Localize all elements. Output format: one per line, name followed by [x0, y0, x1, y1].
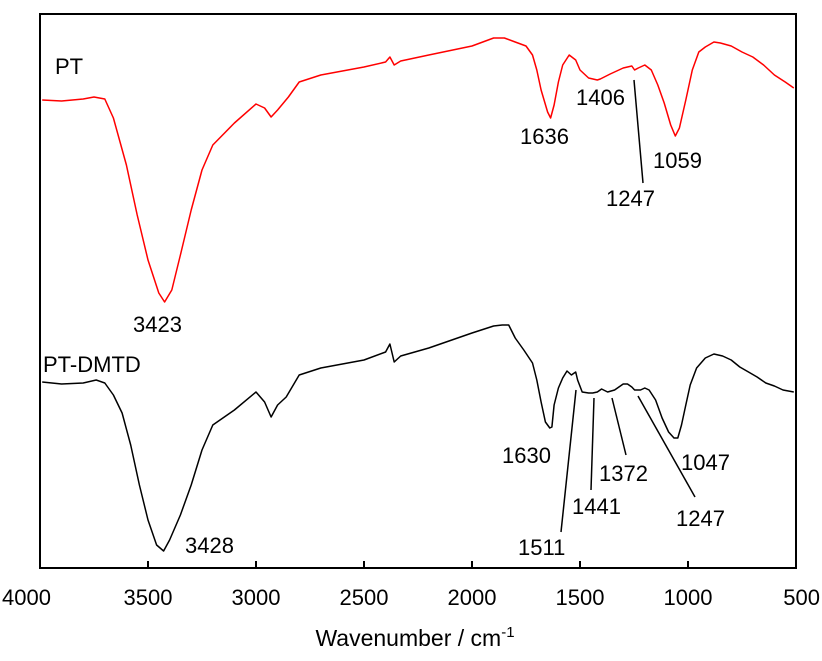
x-tick-label-3000: 3000 [232, 585, 281, 610]
x-tick-label-500: 500 [783, 585, 820, 610]
series-line-pt [42, 37, 795, 303]
plot-frame [39, 13, 797, 569]
peak-label-pt-1636: 1636 [520, 124, 569, 149]
x-tick-label-3500: 3500 [124, 585, 173, 610]
peak-label-pt-3423: 3423 [133, 312, 182, 337]
x-axis-title-text: Wavenumber / cm [315, 625, 501, 651]
peak-label-ptdmtd-1441: 1441 [572, 494, 621, 519]
x-tick-label-1500: 1500 [556, 585, 605, 610]
peak-label-ptdmtd-1247: 1247 [676, 506, 725, 531]
peak-label-pt-1247: 1247 [606, 186, 655, 211]
x-tick-label-1000: 1000 [664, 585, 713, 610]
peak-label-ptdmtd-1047: 1047 [681, 450, 730, 475]
leader-line-ptdmtd-1372 [611, 397, 627, 456]
peak-label-ptdmtd-3428: 3428 [185, 533, 234, 558]
x-axis-title: Wavenumber / cm-1 [315, 624, 514, 651]
leader-line-ptdmtd-1247 [637, 395, 696, 498]
leader-line-ptdmtd-1441 [590, 397, 595, 491]
x-tick-label-2000: 2000 [448, 585, 497, 610]
peak-label-pt-1059: 1059 [653, 148, 702, 173]
leader-line-pt-1247 [633, 79, 644, 184]
peak-label-pt-1406: 1406 [576, 85, 625, 110]
leader-line-ptdmtd-1511 [560, 389, 577, 533]
x-ticks: 4000 3500 3000 2500 2000 1500 1000 500 [2, 561, 820, 610]
peak-label-ptdmtd-1630: 1630 [502, 443, 551, 468]
x-axis-title-superscript: -1 [501, 624, 514, 641]
x-tick-label-2500: 2500 [340, 585, 389, 610]
peak-label-ptdmtd-1372: 1372 [599, 461, 648, 486]
peak-label-ptdmtd-1511: 1511 [518, 535, 565, 560]
series-label-pt-dmtd: PT-DMTD [43, 352, 141, 377]
series-line-pt-dmtd [42, 324, 794, 552]
x-tick-label-4000: 4000 [2, 585, 51, 610]
series-label-pt: PT [55, 54, 83, 79]
